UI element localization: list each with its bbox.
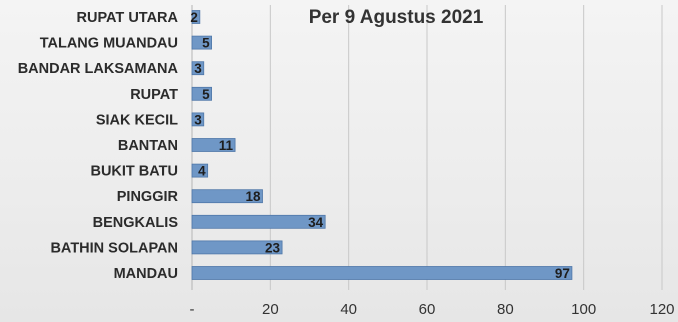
- x-tick-label: 20: [262, 301, 279, 318]
- bar: [191, 240, 283, 255]
- x-tick-label: 100: [571, 301, 596, 318]
- bar: [191, 10, 201, 24]
- category-label: BUKIT BATU: [90, 164, 178, 180]
- data-label: 97: [555, 266, 570, 281]
- x-axis-tick-labels: - 20 40 60 80 100 120: [190, 301, 675, 318]
- category-label: PINGGIR: [117, 189, 179, 205]
- bar: [191, 61, 205, 76]
- bar: [191, 189, 263, 204]
- bar: [191, 86, 212, 101]
- data-label: 18: [245, 189, 261, 204]
- category-label: MANDAU: [114, 266, 178, 282]
- bar: [191, 163, 209, 178]
- x-tick-label: 80: [497, 301, 514, 318]
- data-label: 11: [219, 138, 234, 153]
- data-label: 34: [308, 215, 324, 230]
- category-label: TALANG MUANDAU: [40, 36, 178, 52]
- data-label: 4: [198, 164, 206, 179]
- category-label: RUPAT UTARA: [77, 10, 179, 26]
- category-label: BANTAN: [118, 138, 178, 154]
- data-label: 23: [265, 240, 281, 255]
- category-label: SIAK KECIL: [96, 112, 178, 128]
- data-label: 3: [194, 112, 202, 127]
- bar: [191, 138, 236, 152]
- data-label: 2: [190, 10, 198, 25]
- bar: [191, 266, 573, 280]
- category-label: RUPAT: [130, 87, 178, 103]
- bar: [191, 214, 326, 229]
- x-tick-label: -: [190, 301, 195, 318]
- data-label: 5: [202, 87, 210, 102]
- x-tick-label: 60: [419, 301, 436, 318]
- category-label: BANDAR LAKSAMANA: [18, 61, 179, 77]
- data-label: 5: [202, 36, 210, 51]
- category-labels: RUPAT UTARA TALANG MUANDAU BANDAR LAKSAMAN…: [18, 10, 179, 282]
- x-tick-label: 120: [649, 301, 674, 318]
- bar: [191, 112, 205, 127]
- category-label: BATHIN SOLAPAN: [50, 240, 178, 256]
- category-label: BENGKALIS: [93, 215, 179, 231]
- bar: [191, 35, 212, 50]
- x-tick-label: 40: [340, 301, 357, 318]
- grid-lines: [191, 5, 663, 290]
- chart-title: Per 9 Agustus 2021: [309, 7, 484, 28]
- data-label: 3: [194, 61, 202, 76]
